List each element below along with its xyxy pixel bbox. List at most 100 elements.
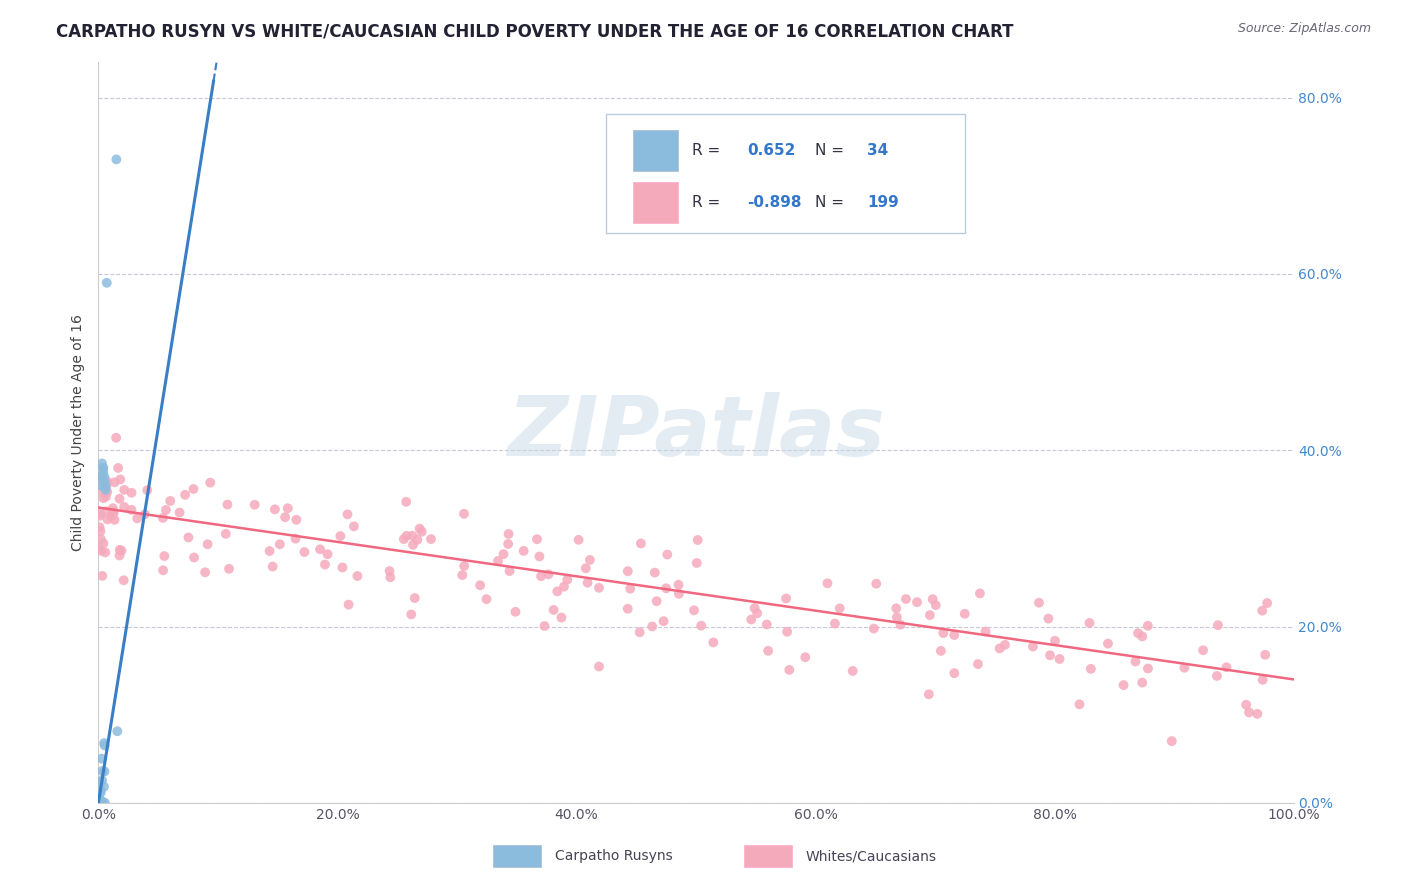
- Point: [546, 584, 568, 599]
- Point: [645, 594, 668, 608]
- Point: [94, 478, 117, 492]
- Point: [91, 461, 114, 475]
- Point: [401, 528, 423, 542]
- Point: [778, 663, 800, 677]
- Point: [153, 549, 176, 563]
- Point: [579, 553, 602, 567]
- Point: [657, 548, 679, 562]
- Point: [686, 533, 709, 547]
- Point: [1043, 633, 1066, 648]
- Point: [105, 724, 128, 739]
- Point: [1206, 618, 1229, 632]
- Point: [108, 491, 131, 506]
- Point: [943, 628, 966, 642]
- Point: [530, 569, 553, 583]
- Point: [1078, 615, 1101, 630]
- Point: [336, 508, 359, 522]
- Point: [747, 606, 769, 620]
- Point: [889, 617, 911, 632]
- Point: [91, 457, 114, 471]
- Point: [553, 580, 575, 594]
- Point: [1126, 626, 1149, 640]
- Point: [94, 483, 117, 497]
- Point: [655, 582, 678, 596]
- Text: -0.898: -0.898: [748, 195, 801, 210]
- Point: [576, 575, 599, 590]
- Text: N =: N =: [815, 144, 849, 158]
- Point: [953, 607, 976, 621]
- Point: [332, 560, 354, 574]
- Point: [921, 592, 943, 607]
- Point: [1237, 706, 1260, 720]
- Point: [309, 542, 332, 557]
- Bar: [633, 130, 678, 171]
- Point: [744, 601, 766, 615]
- Point: [200, 475, 222, 490]
- Point: [259, 544, 281, 558]
- Point: [90, 475, 112, 489]
- Point: [817, 576, 839, 591]
- Point: [588, 659, 610, 673]
- Point: [94, 545, 117, 559]
- Point: [824, 616, 846, 631]
- Point: [498, 564, 520, 578]
- Point: [108, 542, 131, 557]
- Point: [90, 796, 112, 810]
- Point: [1206, 669, 1229, 683]
- Point: [112, 500, 135, 514]
- Point: [486, 554, 509, 568]
- Point: [841, 664, 863, 678]
- Point: [121, 485, 143, 500]
- Point: [94, 474, 117, 488]
- Point: [380, 570, 402, 584]
- Point: [262, 559, 284, 574]
- Point: [110, 472, 132, 486]
- Point: [89, 792, 111, 806]
- Point: [543, 603, 565, 617]
- Point: [905, 595, 928, 609]
- Point: [668, 578, 690, 592]
- Point: [152, 563, 174, 577]
- Point: [453, 558, 475, 573]
- Point: [550, 610, 572, 624]
- Point: [96, 276, 118, 290]
- Point: [630, 536, 652, 550]
- Point: [155, 503, 177, 517]
- Point: [988, 641, 1011, 656]
- Point: [1130, 629, 1153, 643]
- Point: [395, 495, 418, 509]
- Point: [529, 549, 551, 564]
- Point: [112, 574, 135, 588]
- Point: [406, 533, 429, 547]
- Point: [475, 592, 498, 607]
- Point: [314, 558, 336, 572]
- Point: [994, 638, 1017, 652]
- Point: [90, 533, 112, 547]
- Point: [277, 501, 299, 516]
- Point: [159, 494, 181, 508]
- Point: [932, 626, 955, 640]
- Point: [1125, 655, 1147, 669]
- Point: [93, 780, 115, 794]
- Point: [105, 431, 128, 445]
- Point: [87, 786, 110, 800]
- Point: [292, 545, 315, 559]
- Point: [343, 519, 366, 533]
- Point: [492, 547, 515, 561]
- Point: [91, 569, 114, 583]
- Point: [90, 544, 112, 558]
- Point: [683, 603, 706, 617]
- Point: [505, 605, 527, 619]
- Point: [127, 511, 149, 525]
- Point: [575, 561, 598, 575]
- Point: [969, 586, 991, 600]
- Point: [269, 537, 291, 551]
- Point: [775, 591, 797, 606]
- Point: [96, 512, 118, 526]
- Point: [498, 527, 520, 541]
- Point: [329, 529, 352, 543]
- Text: Carpatho Rusyns: Carpatho Rusyns: [555, 849, 672, 863]
- Point: [91, 465, 114, 479]
- Point: [1039, 648, 1062, 663]
- Point: [177, 531, 200, 545]
